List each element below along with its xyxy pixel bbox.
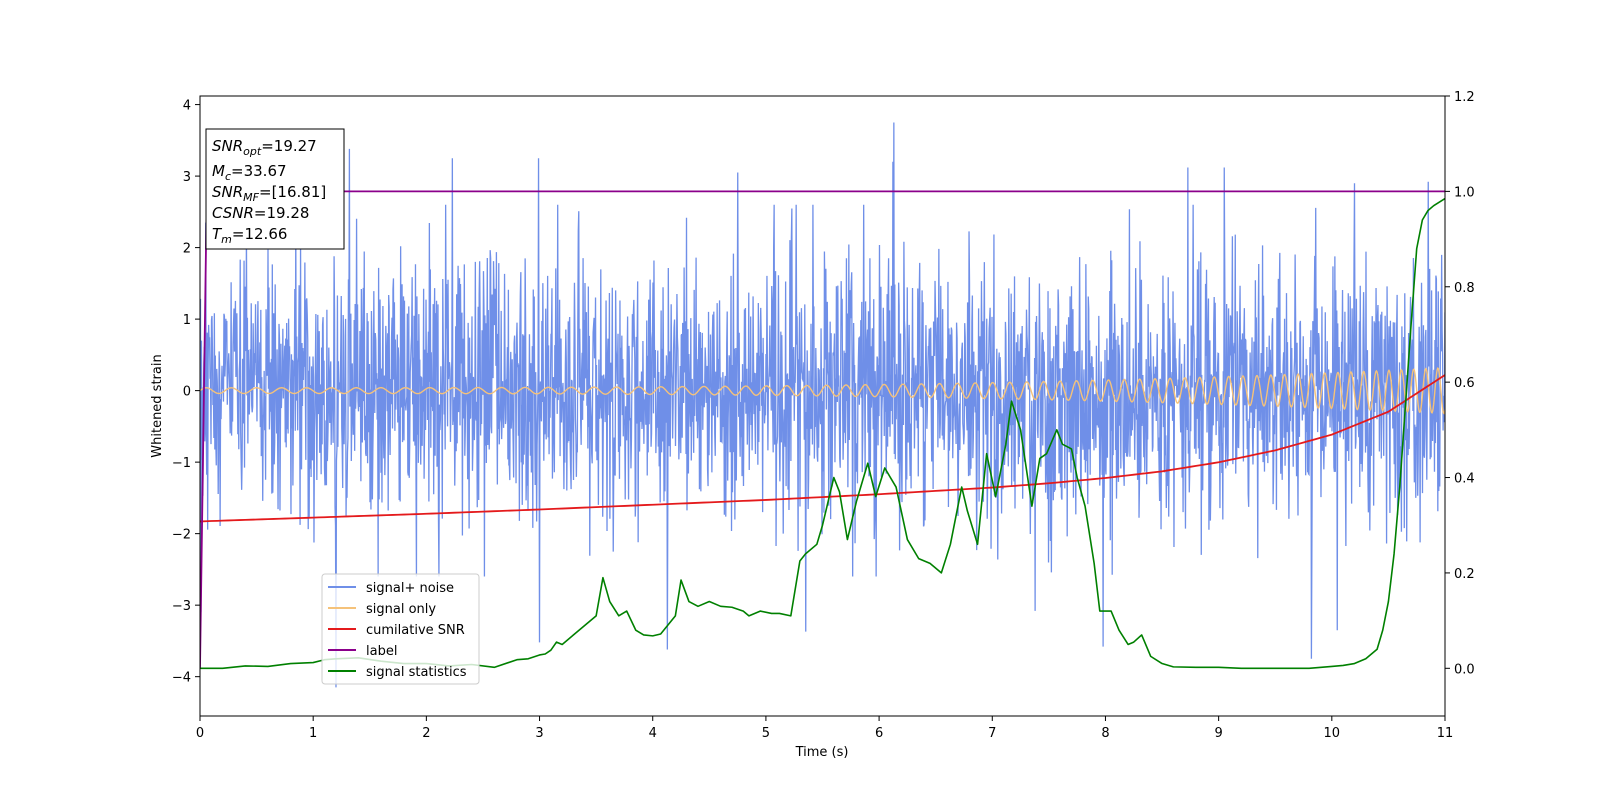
y-left-tick-label: −4: [172, 671, 191, 686]
x-tick-label: 6: [875, 726, 883, 741]
x-tick-label: 8: [1101, 726, 1109, 741]
legend: signal+ noise signal only cumilative SNR la…: [321, 573, 480, 685]
y-axis-right: 1.2 1.0 0.8 0.6 0.4 0.2 0.0: [1445, 90, 1475, 677]
y-left-tick-label: 0: [183, 385, 191, 400]
legend-frame: [321, 573, 480, 685]
y-right-tick-label: 1.0: [1454, 185, 1475, 200]
legend-label: label: [366, 644, 397, 659]
series-signal-noise-line: [200, 122, 1445, 688]
info-symbol: M: [212, 162, 225, 180]
x-axis-label: Time (s): [795, 745, 849, 760]
info-symbol: T: [212, 225, 223, 243]
y-right-tick-label: 0.0: [1454, 662, 1475, 677]
y-left-tick-label: −1: [172, 456, 191, 471]
x-tick-label: 5: [762, 726, 770, 741]
x-tick-label: 1: [309, 726, 317, 741]
x-tick-label: 2: [422, 726, 430, 741]
info-subscript: MF: [243, 191, 259, 204]
info-subscript: c: [225, 170, 231, 183]
legend-label: signal only: [366, 602, 436, 617]
y-left-tick-label: 1: [183, 313, 191, 328]
info-box: SNRopt=19.27Mc=33.67SNRMF=[16.81]CSNR=19…: [205, 128, 345, 250]
y-right-tick-label: 0.8: [1454, 281, 1475, 296]
info-symbol: CSNR: [212, 204, 254, 222]
x-tick-label: 10: [1324, 726, 1341, 741]
x-tick-label: 7: [988, 726, 996, 741]
info-line: SNRMF=[16.81]: [212, 183, 326, 204]
info-value: =19.27: [261, 137, 317, 155]
info-value: =12.66: [232, 225, 288, 243]
x-tick-label: 11: [1437, 726, 1454, 741]
info-value: =33.67: [231, 162, 287, 180]
y-axis-left: 4 3 2 1 0 −1 −2 −3 −4: [172, 99, 200, 686]
info-subscript: opt: [243, 145, 262, 158]
y-axis-label: Whitened strain: [150, 354, 165, 457]
info-symbol: SNR: [212, 183, 243, 201]
info-box-frame: [205, 128, 345, 250]
y-right-tick-label: 0.2: [1454, 567, 1475, 582]
y-right-tick-label: 1.2: [1454, 90, 1475, 105]
info-line: Mc=33.67: [212, 162, 287, 183]
series-signal-statistics-line: [200, 197, 1445, 670]
legend-label: signal+ noise: [366, 581, 454, 596]
y-right-tick-label: 0.4: [1454, 472, 1475, 487]
y-left-tick-label: −3: [172, 599, 191, 614]
info-symbol: SNR: [212, 137, 243, 155]
y-left-tick-label: 2: [183, 242, 191, 257]
info-value: =[16.81]: [259, 183, 326, 201]
info-line: SNRopt=19.27: [212, 137, 317, 158]
info-line: CSNR=19.28: [212, 204, 309, 222]
x-tick-label: 3: [535, 726, 543, 741]
info-value: =19.28: [254, 204, 310, 222]
x-axis: 0 1 2 3 4 5 6 7 8 9 10 11: [196, 716, 1453, 741]
y-left-tick-label: 4: [183, 99, 191, 114]
y-left-tick-label: 3: [183, 170, 191, 185]
x-tick-label: 9: [1214, 726, 1222, 741]
legend-label: cumilative SNR: [366, 623, 465, 638]
series-cumilative-snr-line: [200, 374, 1445, 523]
series-signal-only-line: [200, 367, 1445, 415]
y-left-tick-label: −2: [172, 528, 191, 543]
x-tick-label: 4: [649, 726, 657, 741]
legend-label: signal statistics: [366, 665, 467, 680]
info-subscript: m: [221, 233, 232, 246]
y-right-tick-label: 0.6: [1454, 376, 1475, 391]
info-line: Tm=12.66: [212, 225, 287, 246]
plot-frame: [199, 95, 1446, 717]
x-tick-label: 0: [196, 726, 204, 741]
